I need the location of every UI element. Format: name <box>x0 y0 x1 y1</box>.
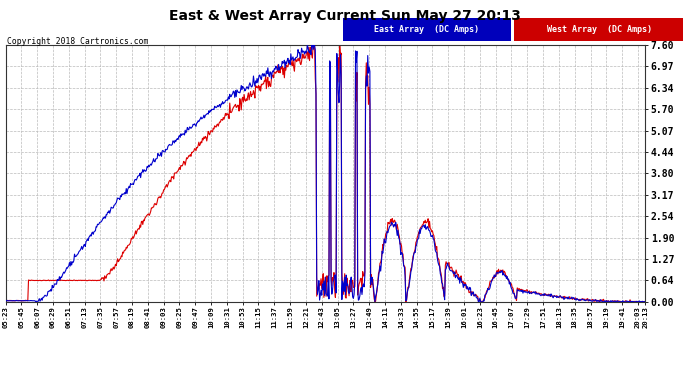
Text: West Array  (DC Amps): West Array (DC Amps) <box>546 25 652 34</box>
Text: Copyright 2018 Cartronics.com: Copyright 2018 Cartronics.com <box>7 38 148 46</box>
Text: East & West Array Current Sun May 27 20:13: East & West Array Current Sun May 27 20:… <box>169 9 521 23</box>
Text: East Array  (DC Amps): East Array (DC Amps) <box>374 25 480 34</box>
FancyBboxPatch shape <box>344 18 511 41</box>
FancyBboxPatch shape <box>514 18 683 41</box>
